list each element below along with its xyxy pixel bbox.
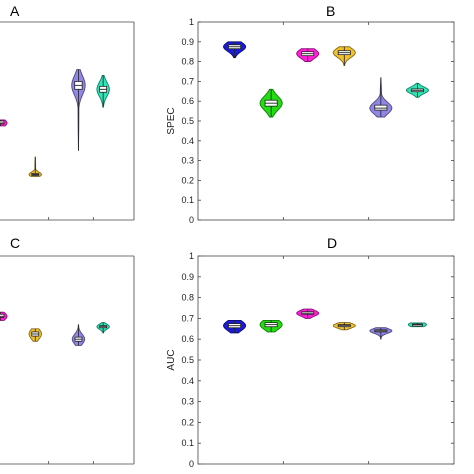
y-tick-label: 0 [189,215,194,225]
y-axis-label: SPEC [166,107,177,134]
y-tick-label: 0.5 [181,116,194,126]
violins-d [223,308,427,340]
y-tick-label: 0.7 [181,313,194,323]
panel-letter-b: B [326,3,335,19]
y-tick-label: 0.1 [181,438,194,448]
y-tick-label: 1 [189,251,194,261]
y-tick-label: 0.1 [181,195,194,205]
y-tick-label: 0.3 [181,156,194,166]
y-tick-label: 0.5 [181,355,194,365]
panel-b: B 0 0.1 0.2 0.3 0.4 0.5 0.6 0.7 0.8 0.9 1 SPEC [166,3,455,225]
y-tick-label: 0.4 [181,136,194,146]
y-tick-label: 0.7 [181,76,194,86]
violins-c [0,255,135,465]
violin-5-box [374,104,388,111]
panel-c: C [0,235,135,465]
panel-d: D 0 0.1 0.2 0.3 0.4 0.5 0.6 0.7 0.8 0.9 1 AUC [166,235,455,469]
y-tick-label: 0 [189,459,194,469]
y-tick-label: 0.6 [181,334,194,344]
y-tick-label: 0.3 [181,397,194,407]
y-tick-label: 0.8 [181,57,194,67]
y-tick-label: 0.2 [181,417,194,427]
y-tick-label: 0.8 [181,293,194,303]
panel-letter-c: C [10,235,20,251]
y-axis-label: AUC [166,349,177,370]
y-tick-label: 0.9 [181,272,194,282]
panel-letter-d: D [327,235,337,251]
axes-b: 0 0.1 0.2 0.3 0.4 0.5 0.6 0.7 0.8 0.9 1 SPEC [166,17,455,225]
violins-b [223,41,429,118]
violin-1-box [0,120,5,125]
y-tick-label: 1 [189,17,194,27]
axes-d: 0 0.1 0.2 0.3 0.4 0.5 0.6 0.7 0.8 0.9 1 AUC [166,251,455,469]
violin-1-box [0,313,5,318]
axes-frame [197,255,455,465]
panel-letter-a: A [10,3,20,19]
panel-a: A [0,3,135,221]
violins-a [0,21,135,221]
y-tick-label: 0.6 [181,96,194,106]
y-tick-label: 0.2 [181,175,194,185]
y-tick-label: 0.4 [181,376,194,386]
y-tick-label: 0.9 [181,37,194,47]
